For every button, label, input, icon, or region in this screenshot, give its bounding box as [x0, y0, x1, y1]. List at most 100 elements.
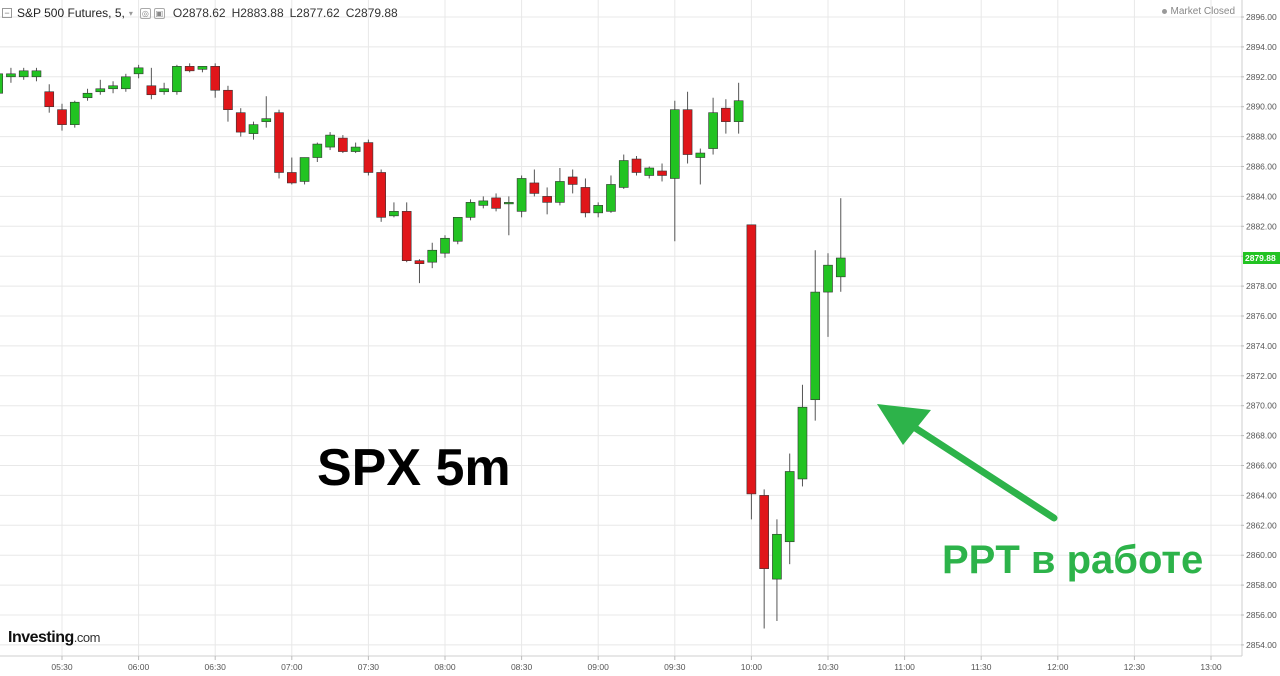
- open-value: O2878.62: [172, 6, 226, 20]
- candle: [223, 85, 233, 122]
- candle-body: [835, 257, 846, 278]
- x-tick-label: 09:00: [588, 662, 610, 672]
- candle-body: [69, 101, 80, 125]
- candle-body: [376, 172, 386, 218]
- annotation-ppt: PPT в работе: [942, 538, 1204, 582]
- candle-body: [491, 197, 501, 209]
- candle: [631, 156, 642, 176]
- candle: [133, 64, 144, 79]
- candle-body: [57, 109, 67, 125]
- candle: [835, 198, 846, 292]
- candle: [31, 67, 42, 82]
- x-axis-ticks: 05:30 06:00 06:30 07:00 07:30 08:00 08:30 09:00…: [51, 656, 1222, 672]
- last-price-badge: [1243, 251, 1280, 264]
- candle: [644, 166, 655, 179]
- y-tick-label: 2896.00: [1246, 12, 1277, 22]
- candle-body: [389, 211, 399, 217]
- candle-body: [401, 211, 412, 261]
- status-dot-icon: [1161, 8, 1167, 14]
- eye-icon[interactable]: ◎: [139, 7, 151, 19]
- candle-body: [504, 202, 514, 205]
- candle-body: [631, 158, 642, 173]
- candle-body: [197, 66, 208, 70]
- x-tick-label: 12:30: [1124, 662, 1146, 672]
- x-tick-label: 05:30: [51, 662, 73, 672]
- candle: [721, 99, 731, 134]
- candle: [542, 187, 552, 215]
- investing-logo: Investing.com: [8, 629, 100, 647]
- candle-body: [44, 91, 55, 107]
- settings-icon[interactable]: ▣: [153, 7, 165, 19]
- candle: [274, 109, 284, 179]
- candle: [823, 253, 833, 337]
- candle: [491, 193, 501, 212]
- y-tick-label: 2878.00: [1246, 281, 1277, 291]
- candle: [529, 169, 540, 197]
- candle-body: [721, 107, 731, 122]
- candle-body: [172, 66, 182, 93]
- x-tick-label: 09:30: [664, 662, 686, 672]
- candle: [325, 132, 335, 151]
- candle: [261, 96, 272, 128]
- candle: [784, 453, 795, 565]
- chevron-down-icon[interactable]: ▾: [128, 8, 133, 18]
- candle: [18, 67, 29, 80]
- candle: [746, 224, 757, 520]
- candle-body: [299, 157, 310, 182]
- axes: [0, 0, 1243, 657]
- x-tick-label: 13:00: [1200, 662, 1222, 672]
- collapse-icon[interactable]: −: [2, 8, 12, 18]
- y-tick-label: 2870.00: [1246, 401, 1277, 411]
- candle-body: [274, 112, 284, 173]
- candle-body: [529, 182, 540, 194]
- symbol-label[interactable]: S&P 500 Futures, 5,: [17, 6, 125, 20]
- candles: [0, 63, 846, 629]
- candle-body: [133, 67, 144, 75]
- candle: [248, 121, 259, 140]
- candle-body: [6, 73, 16, 78]
- candle: [567, 169, 578, 194]
- y-tick-label: 2890.00: [1246, 102, 1277, 112]
- x-tick-label: 10:30: [817, 662, 839, 672]
- high-value: H2883.88: [231, 6, 284, 20]
- candle: [57, 103, 67, 131]
- candle-body: [823, 264, 833, 293]
- y-tick-label: 2862.00: [1246, 520, 1277, 530]
- annotation-arrow: [877, 404, 1058, 522]
- candle-body: [567, 176, 578, 185]
- candle: [516, 175, 527, 218]
- candle: [0, 73, 3, 94]
- logo-brand: Investing: [8, 629, 74, 646]
- arrow-head: [877, 404, 931, 445]
- candle-body: [95, 88, 106, 93]
- candle: [555, 167, 565, 206]
- candle-body: [312, 143, 323, 158]
- candle: [593, 202, 604, 218]
- candle-body: [797, 406, 808, 480]
- candle: [797, 384, 808, 487]
- candle: [376, 169, 386, 222]
- candle-body: [248, 124, 259, 134]
- candle-body: [286, 172, 297, 184]
- candle: [772, 519, 782, 621]
- x-tick-label: 07:30: [358, 662, 380, 672]
- candle-body: [708, 112, 718, 149]
- candle: [286, 157, 297, 185]
- candle-body: [733, 100, 744, 122]
- x-tick-label: 10:00: [741, 662, 763, 672]
- y-tick-label: 2856.00: [1246, 610, 1277, 620]
- candle-body: [427, 249, 438, 263]
- y-tick-label: 2894.00: [1246, 42, 1277, 52]
- candle: [465, 199, 476, 221]
- candle-body: [18, 70, 29, 78]
- candle-body: [593, 205, 604, 214]
- y-tick-label: 2866.00: [1246, 461, 1277, 471]
- market-status-text: Market Closed: [1170, 6, 1235, 17]
- candle-body: [606, 184, 616, 212]
- candle-body: [440, 237, 450, 254]
- candle-body: [121, 76, 131, 90]
- candle: [452, 217, 463, 245]
- candle-body: [516, 178, 527, 212]
- candle-body: [146, 85, 157, 96]
- y-tick-label: 2876.00: [1246, 311, 1277, 321]
